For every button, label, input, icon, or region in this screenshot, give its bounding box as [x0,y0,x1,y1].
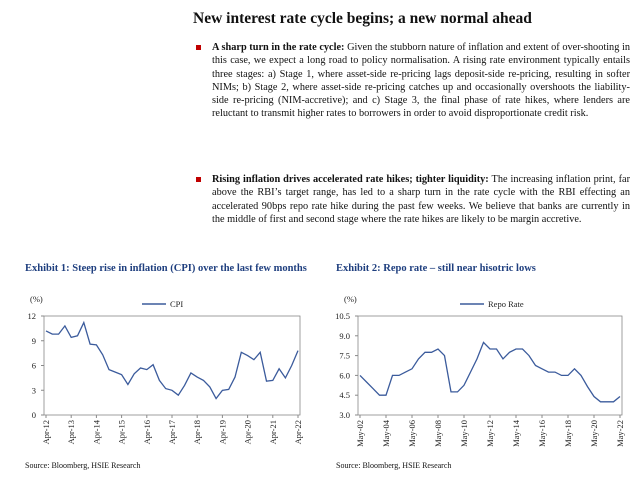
bullet: A sharp turn in the rate cycle: Given th… [196,41,630,121]
x-tick-label: May-22 [615,420,625,447]
x-tick-label: Apr-20 [243,420,253,444]
x-tick-label: Apr-16 [142,420,152,444]
bullet-lead: A sharp turn in the rate cycle: [212,42,345,53]
y-tick-label: 3 [32,385,36,395]
exhibit-title: Exhibit 1: Steep rise in inflation (CPI)… [25,263,307,274]
source: Source: Bloomberg, HSIE Research [25,461,141,470]
x-tick-label: May-08 [433,420,443,447]
series-line [359,341,621,403]
y-tick-label: 0 [32,410,36,420]
x-tick-label: May-18 [563,420,573,447]
y-axis-label: (%) [30,294,43,304]
y-tick-label: 3.0 [339,410,350,420]
bullet-text: Given the stubborn nature of inflation a… [212,42,630,120]
x-tick-label: Apr-22 [293,420,303,444]
x-tick-label: Apr-18 [192,420,202,444]
y-tick-label: 10.5 [335,311,350,321]
x-tick-label: May-14 [511,419,521,447]
x-tick-label: Apr-12 [41,420,51,444]
x-tick-label: May-16 [537,420,547,447]
x-tick-label: May-20 [589,420,599,447]
y-tick-label: 12 [28,311,37,321]
x-tick-label: May-04 [381,419,391,447]
y-tick-label: 4.5 [339,390,350,400]
x-tick-label: May-12 [485,420,495,447]
x-tick-label: May-06 [407,420,417,447]
y-axis-label: (%) [344,294,357,304]
x-tick-label: Apr-17 [167,420,177,444]
plot-frame [357,315,623,416]
bullet-text: The increasing inflation print, far abov… [212,174,631,225]
y-tick-label: 9 [32,336,36,346]
plot-frame [43,315,301,416]
title: New interest rate cycle begins; a new no… [193,10,532,27]
x-tick-label: Apr-21 [268,420,278,444]
bullet: Rising inflation drives accelerated rate… [196,173,631,226]
y-tick-label: 9.0 [339,331,350,341]
x-tick-label: Apr-15 [117,420,127,444]
source: Source: Bloomberg, HSIE Research [336,461,452,470]
x-tick-label: May-10 [459,420,469,447]
y-tick-label: 6 [32,361,36,371]
legend-label: CPI [170,299,183,309]
series-line [45,320,299,400]
y-tick-label: 6.0 [339,370,350,380]
bullet-lead: Rising inflation drives accelerated rate… [212,174,489,185]
y-tick-label: 7.5 [339,351,350,361]
legend-label: Repo Rate [488,299,524,309]
x-tick-label: Apr-14 [91,419,101,444]
x-tick-label: May-02 [355,420,365,447]
x-tick-label: Apr-13 [66,420,76,444]
x-tick-label: Apr-19 [217,420,227,444]
exhibit-title: Exhibit 2: Repo rate – still near hisotr… [336,263,536,274]
